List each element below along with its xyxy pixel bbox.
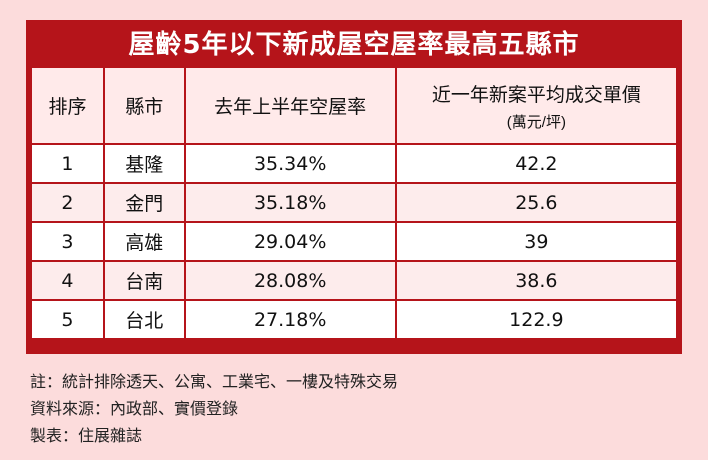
cell-city: 台北 xyxy=(102,299,186,340)
cell-price: 122.9 xyxy=(394,299,679,340)
cell-vacancy: 28.08% xyxy=(183,260,397,301)
cell-city: 基隆 xyxy=(102,143,186,184)
note-exclusion: 註：統計排除透天、公寓、工業宅、一樓及特殊交易 xyxy=(30,372,399,391)
header-price: 近一年新案平均成交單價 (萬元/坪) xyxy=(394,66,679,145)
table-row: 1 基隆 35.34% 42.2 xyxy=(30,143,679,184)
note-author: 製表：住展雜誌 xyxy=(30,426,143,445)
cell-vacancy: 35.34% xyxy=(183,143,397,184)
cell-vacancy: 29.04% xyxy=(183,221,397,262)
cell-city: 台南 xyxy=(102,260,186,301)
table-row: 4 台南 28.08% 38.6 xyxy=(30,260,679,301)
cell-rank: 4 xyxy=(30,260,105,301)
cell-rank: 3 xyxy=(30,221,105,262)
header-city: 縣市 xyxy=(102,66,186,145)
cell-city: 高雄 xyxy=(102,221,186,262)
header-price-unit: (萬元/坪) xyxy=(506,113,566,131)
cell-rank: 5 xyxy=(30,299,105,340)
cell-rank: 2 xyxy=(30,182,105,223)
cell-price: 25.6 xyxy=(394,182,679,223)
table-row: 2 金門 35.18% 25.6 xyxy=(30,182,679,223)
header-rank: 排序 xyxy=(30,66,105,145)
cell-price: 42.2 xyxy=(394,143,679,184)
cell-rank: 1 xyxy=(30,143,105,184)
cell-price: 39 xyxy=(394,221,679,262)
notes: 註：統計排除透天、公寓、工業宅、一樓及特殊交易 資料來源：內政部、實價登錄 製表… xyxy=(30,368,398,449)
header-vacancy: 去年上半年空屋率 xyxy=(183,66,397,145)
table-frame: 屋齡5年以下新成屋空屋率最高五縣市 排序 縣市 去年上半年空屋率 近一年新案平均… xyxy=(26,20,682,354)
table-row: 5 台北 27.18% 122.9 xyxy=(30,299,679,340)
cell-vacancy: 35.18% xyxy=(183,182,397,223)
cell-price: 38.6 xyxy=(394,260,679,301)
header-row: 排序 縣市 去年上半年空屋率 近一年新案平均成交單價 (萬元/坪) xyxy=(30,66,679,145)
ranking-table: 排序 縣市 去年上半年空屋率 近一年新案平均成交單價 (萬元/坪) 1 基隆 3… xyxy=(30,66,679,340)
cell-city: 金門 xyxy=(102,182,186,223)
note-source: 資料來源：內政部、實價登錄 xyxy=(30,399,239,418)
table-title: 屋齡5年以下新成屋空屋率最高五縣市 xyxy=(128,29,580,60)
header-price-label: 近一年新案平均成交單價 xyxy=(431,83,641,106)
table-row: 3 高雄 29.04% 39 xyxy=(30,221,679,262)
cell-vacancy: 27.18% xyxy=(183,299,397,340)
